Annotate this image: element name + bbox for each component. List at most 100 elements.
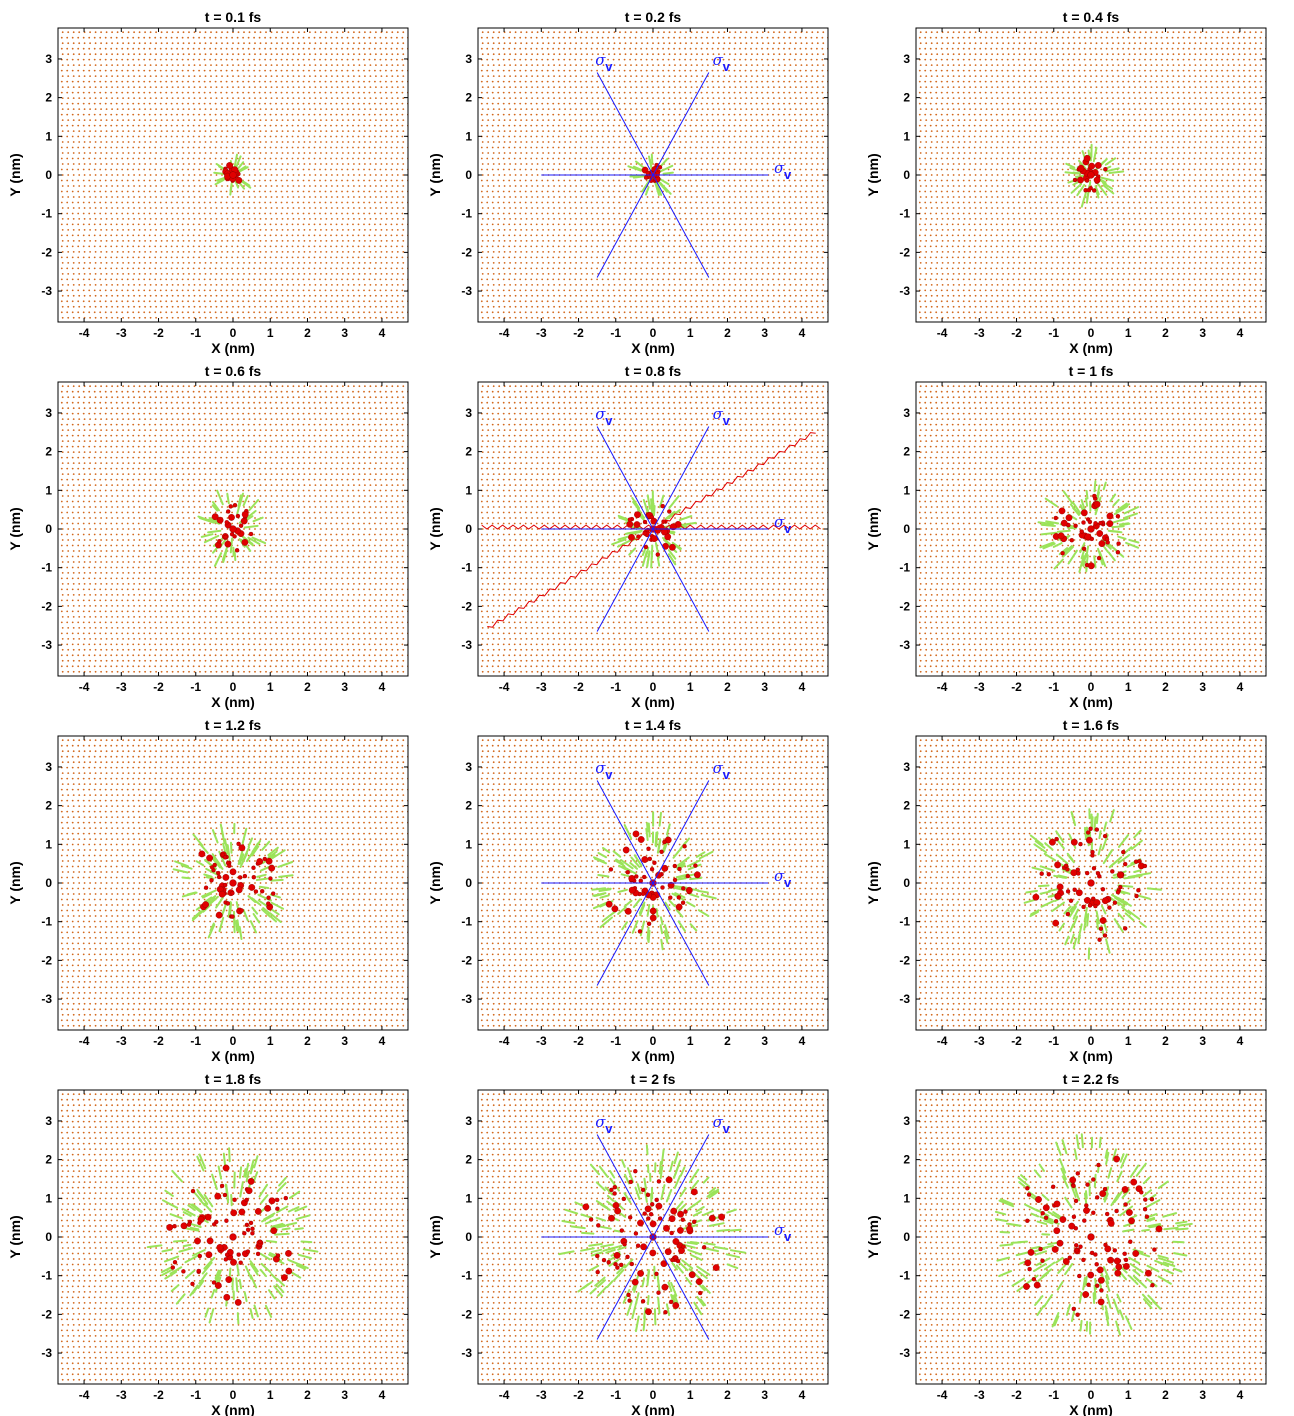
lattice-point [402,141,405,143]
lattice-point [132,113,135,116]
lattice-point [700,201,703,204]
lattice-point [248,130,251,133]
lattice-point [530,311,533,314]
lattice-point [667,300,670,303]
lattice-point [126,267,129,270]
lattice-point [331,108,333,110]
lattice-point [132,311,135,314]
lattice-point [336,53,339,56]
lattice-point [402,174,405,176]
lattice-point [777,289,780,292]
lattice-point [744,234,747,237]
lattice-point [557,267,560,270]
lattice-point [297,190,299,193]
lattice-point [231,267,234,270]
lattice-point [336,119,339,121]
lattice-point [657,251,660,253]
lattice-point [816,300,818,303]
lattice-point [816,278,818,281]
lattice-point [630,262,632,264]
lattice-point [298,251,300,253]
lattice-point [755,300,758,303]
lattice-point [225,256,228,259]
lattice-point [531,273,533,275]
lattice-point [66,146,69,149]
lattice-point [269,234,272,237]
lattice-point [346,234,349,237]
lattice-point [342,185,344,187]
lattice-point [651,234,653,237]
lattice-point [177,305,180,308]
lattice-point [77,146,80,149]
lattice-point [203,157,206,160]
lattice-point [319,311,321,314]
lattice-point [546,300,549,303]
lattice-point [674,284,676,286]
lattice-point [722,190,725,193]
lattice-point [629,289,631,292]
lattice-point [110,179,113,182]
lattice-point [176,234,179,237]
lattice-point [198,190,201,193]
lattice-point [149,251,152,253]
lattice-point [364,42,366,45]
lattice-point [330,80,332,83]
lattice-point [357,124,360,127]
lattice-point [89,218,91,220]
lattice-point [558,262,561,264]
lattice-point [662,256,664,259]
lattice-point [286,190,288,193]
lattice-point [574,267,577,270]
lattice-point [331,305,333,308]
lattice-point [210,86,212,88]
lattice-point [302,267,305,270]
lattice-point [264,102,266,105]
lattice-point [816,262,819,264]
lattice-point [330,36,332,39]
current-arrow [229,183,233,196]
lattice-point [690,251,693,253]
lattice-point [645,245,648,248]
lattice-point [320,31,322,34]
lattice-point [298,316,300,319]
lattice-point [144,119,147,121]
lattice-point [210,97,212,99]
lattice-point [789,229,792,231]
lattice-point [133,97,136,99]
lattice-point [149,119,152,121]
lattice-point [181,69,184,72]
lattice-point [192,311,195,314]
lattice-point [789,262,792,264]
lattice-point [77,168,80,171]
lattice-point [94,207,97,209]
lattice-point [795,196,797,198]
lattice-point [292,273,295,275]
lattice-point [618,300,620,303]
lattice-point [767,196,770,198]
lattice-point [314,294,317,297]
lattice-point [375,196,377,198]
lattice-point [253,190,256,193]
lattice-point [188,316,190,319]
lattice-point [166,251,169,253]
lattice-point [391,64,394,66]
lattice-point [579,256,582,259]
lattice-point [358,53,361,56]
lattice-point [745,294,748,297]
lattice-point [192,278,195,281]
lattice-point [357,179,360,182]
lattice-point [127,218,130,220]
lattice-point [133,108,136,110]
lattice-point [203,135,206,138]
lattice-point [89,294,91,297]
lattice-point [634,190,637,193]
lattice-point [547,240,550,242]
lattice-point [364,262,366,264]
lattice-point [374,157,376,160]
lattice-point [800,229,803,231]
lattice-point [552,201,555,204]
lattice-point [558,305,561,308]
lattice-point [729,305,731,308]
lattice-point [402,86,405,88]
lattice-point [177,240,180,242]
